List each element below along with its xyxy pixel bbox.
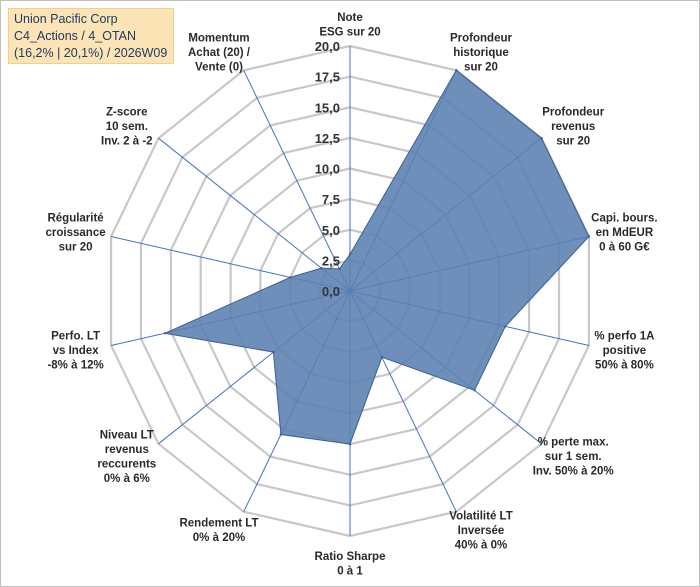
axis-label: Profondeur historique sur 20 — [450, 33, 512, 74]
data-point — [455, 69, 458, 72]
data-point — [587, 235, 591, 238]
axis-label: Note ESG sur 20 — [319, 12, 380, 39]
axis-label-line: ESG sur 20 — [319, 27, 380, 39]
axis-label: Volatilité LT Inversée 40% à 0% — [449, 510, 512, 551]
axis-label-line: Capi. bours. — [591, 213, 657, 225]
axis-label-line: % perfo 1A — [594, 331, 654, 343]
axis-label-line: Rendement LT — [179, 518, 258, 530]
axis-label-line: Ratio Sharpe — [315, 551, 386, 563]
axis-label: Ratio Sharpe 0 à 1 — [315, 551, 386, 578]
axis-label-line: 10 sem. — [106, 121, 148, 133]
title-stats: (16,2% | 20,1%) / 2026W09 — [14, 46, 168, 60]
axis-label-line: revenus — [105, 444, 149, 456]
axis-spoke — [158, 137, 351, 292]
axis-label-line: 0% à 6% — [104, 473, 150, 485]
tick-label: 17,5 — [315, 70, 340, 85]
axis-label-line: sur 20 — [556, 135, 590, 147]
axis-label: Niveau LT revenus reccurents 0% à 6% — [97, 430, 156, 486]
axis-label-line: Niveau LT — [100, 430, 154, 442]
axis-label-line: 40% à 0% — [455, 539, 507, 551]
axis-label-line: 50% à 80% — [595, 360, 654, 372]
data-point — [540, 137, 543, 140]
axis-label-line: Inversée — [458, 525, 505, 537]
tick-label: 0,0 — [322, 284, 340, 299]
axis-label-line: Achat (20) / — [188, 47, 251, 59]
axis-label: Profondeur revenus sur 20 — [542, 106, 604, 147]
axis-label-line: historique — [453, 47, 509, 59]
axis-label: % perfo 1A positive 50% à 80% — [594, 331, 654, 372]
axis-label-line: en MdEUR — [596, 227, 654, 239]
axis-label-line: Volatilité LT — [449, 510, 512, 522]
tick-label: 7,5 — [322, 192, 340, 207]
tick-label: 10,0 — [315, 162, 340, 177]
axis-label-line: reccurents — [97, 459, 156, 471]
data-point — [289, 276, 292, 279]
axis-label-line: Vente (0) — [195, 62, 243, 74]
data-point — [163, 332, 167, 335]
data-point — [279, 433, 283, 436]
axis-label: Z-score 10 sem. Inv. 2 à -2 — [101, 106, 153, 147]
tick-label: 12,5 — [315, 131, 340, 146]
axis-label-line: vs Index — [53, 345, 100, 357]
axis-label: Momentum Achat (20) / Vente (0) — [188, 33, 251, 74]
title-category: C4_Actions / 4_OTAN — [14, 29, 137, 43]
tick-label: 2,5 — [322, 253, 340, 268]
axis-spoke — [243, 70, 351, 292]
axis-label-line: croissance — [46, 227, 106, 239]
axis-label: Perfo. LT vs Index -8% à 12% — [47, 331, 103, 372]
title-company: Union Pacific Corp — [14, 12, 118, 26]
axis-label-line: Z-score — [106, 106, 148, 118]
data-point — [338, 267, 341, 271]
axis-label-line: Profondeur — [542, 106, 604, 118]
radar-series — [163, 69, 591, 446]
axis-label: Régularité croissance sur 20 — [46, 213, 106, 254]
axis-label: % perte max. sur 1 sem. Inv. 50% à 20% — [533, 437, 614, 478]
axis-label-line: revenus — [551, 121, 595, 133]
data-point — [348, 253, 352, 256]
title-box: Union Pacific Corp C4_Actions / 4_OTAN (… — [8, 8, 174, 64]
axis-label-line: Régularité — [47, 213, 103, 225]
axis-label-line: Momentum — [188, 33, 249, 45]
axis-label: Rendement LT 0% à 20% — [179, 518, 258, 545]
axis-label-line: Note — [337, 12, 363, 24]
axis-label-line: 0 à 1 — [337, 566, 363, 578]
axis-label-line: 0 à 60 G€ — [599, 242, 650, 254]
tick-label: 5,0 — [322, 223, 340, 238]
tick-label: 15,0 — [315, 100, 340, 115]
axis-label-line: positive — [603, 345, 646, 357]
axis-label-line: % perte max. — [538, 437, 609, 449]
data-point — [504, 325, 507, 328]
axis-label-line: Perfo. LT — [51, 331, 100, 343]
axis-label-line: Inv. 50% à 20% — [533, 466, 614, 478]
axis-label-line: sur 20 — [59, 242, 93, 254]
axis-label-line: Inv. 2 à -2 — [101, 135, 153, 147]
radar-axis-labels: Note ESG sur 20 Profondeur historique sur 20… — [46, 12, 658, 578]
data-point — [272, 350, 275, 354]
axis-label-line: sur 1 sem. — [545, 451, 602, 463]
axis-label-line: Profondeur — [450, 33, 512, 45]
data-point — [473, 389, 476, 392]
data-point — [320, 266, 323, 270]
tick-label: 20,0 — [315, 39, 340, 54]
data-point — [380, 356, 384, 359]
radar-tick-labels: 0,0 2,5 5,0 7,5 10,0 12,5 15,0 17,5 20,0 — [315, 39, 340, 299]
axis-label-line: sur 20 — [464, 62, 498, 74]
axis-label-line: 0% à 20% — [193, 532, 245, 544]
axis-label: Capi. bours. en MdEUR 0 à 60 G€ — [591, 213, 657, 254]
axis-label-line: -8% à 12% — [47, 360, 103, 372]
data-point — [348, 442, 352, 446]
